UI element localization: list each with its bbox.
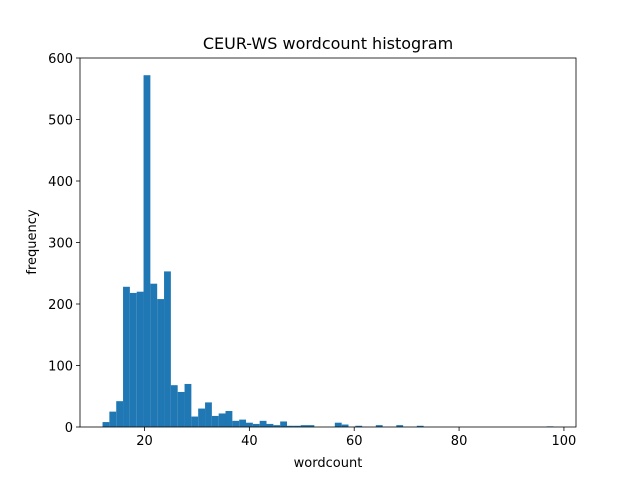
bar	[164, 271, 171, 427]
bar	[300, 425, 308, 427]
bar	[252, 423, 260, 427]
bar	[129, 292, 137, 427]
bar	[293, 425, 301, 427]
y-tick-label: 300	[48, 237, 73, 252]
bar	[123, 286, 130, 427]
bar	[211, 415, 219, 427]
x-tick-label: 60	[346, 434, 363, 449]
bar	[184, 383, 192, 427]
bar	[259, 420, 267, 427]
bar	[225, 411, 233, 427]
bar	[177, 391, 185, 427]
bar	[239, 419, 246, 427]
x-tick-label: 80	[451, 434, 468, 449]
bar	[416, 425, 424, 427]
x-tick-label: 40	[241, 434, 258, 449]
bar	[307, 425, 315, 427]
bar	[136, 291, 144, 427]
bar	[334, 422, 342, 427]
x-tick-label: 100	[552, 434, 577, 449]
bar	[232, 420, 240, 427]
bar	[355, 425, 363, 427]
y-tick-label: 600	[48, 52, 73, 67]
y-tick-label: 200	[48, 298, 73, 313]
y-axis-label: frequency	[25, 209, 40, 275]
bar	[280, 421, 287, 427]
bar	[191, 416, 199, 427]
bar	[396, 425, 404, 427]
y-tick-label: 100	[48, 360, 73, 375]
bar	[198, 408, 206, 427]
chart-title: CEUR-WS wordcount histogram	[203, 34, 453, 53]
bar	[286, 425, 294, 427]
y-tick-label: 0	[65, 421, 73, 436]
bar	[218, 413, 226, 427]
x-axis-label: wordcount	[294, 456, 363, 471]
bar	[266, 423, 274, 427]
y-tick-label: 500	[48, 114, 73, 129]
bar	[205, 402, 212, 427]
bar	[102, 422, 110, 427]
bar	[109, 411, 117, 427]
bar	[273, 425, 281, 427]
bar	[157, 299, 165, 427]
bar	[245, 422, 253, 427]
bar	[341, 424, 349, 427]
x-tick-label: 20	[136, 434, 153, 449]
bar	[375, 425, 383, 427]
bar	[150, 283, 158, 427]
bar	[143, 75, 151, 427]
bar	[170, 385, 178, 427]
y-tick-label: 400	[48, 175, 73, 190]
bar	[116, 401, 124, 427]
